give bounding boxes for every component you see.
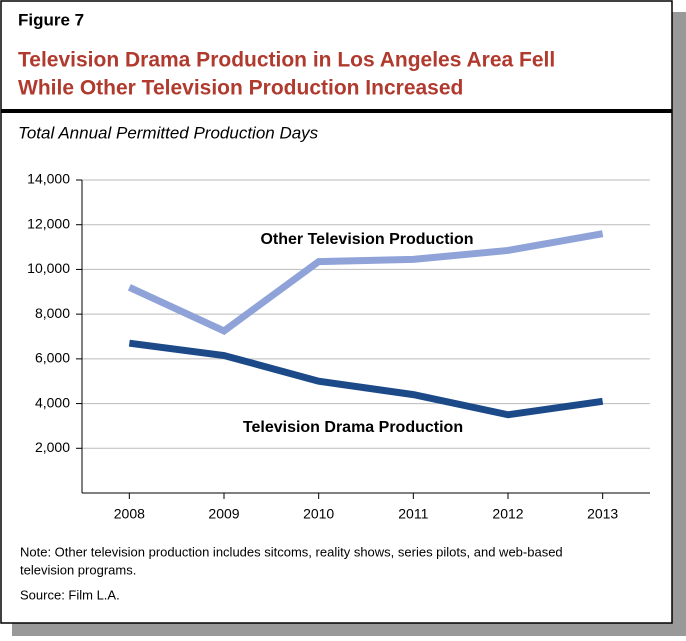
y-tick-label: 14,000 <box>27 171 70 187</box>
series-line <box>127 230 604 335</box>
x-tick-label: 2013 <box>587 506 618 522</box>
subtitle: Total Annual Permitted Production Days <box>18 123 319 142</box>
title: While Other Television Production Increa… <box>18 77 463 100</box>
figure-label: Figure 7 <box>18 10 84 29</box>
title: Television Drama Production in Los Angel… <box>18 49 555 72</box>
frame <box>0 0 673 624</box>
y-tick-label: 10,000 <box>27 260 70 276</box>
x-tick-label: 2009 <box>208 506 239 522</box>
divider <box>1 109 672 113</box>
series-label: Other Television Production <box>260 231 473 248</box>
y-tick-label: 6,000 <box>35 350 70 366</box>
note: television programs. <box>20 562 136 577</box>
source: Source: Film L.A. <box>20 587 120 602</box>
x-tick-label: 2010 <box>303 506 334 522</box>
y-tick-label: 2,000 <box>35 439 70 455</box>
x-tick-label: 2012 <box>492 506 523 522</box>
y-tick-label: 8,000 <box>35 305 70 321</box>
x-tick-label: 2008 <box>114 506 145 522</box>
y-tick-label: 4,000 <box>35 394 70 410</box>
y-tick-label: 12,000 <box>27 215 70 231</box>
x-tick-label: 2011 <box>398 506 428 522</box>
series-label: Television Drama Production <box>243 419 463 436</box>
note: Note: Other television production includ… <box>20 544 563 559</box>
series-line <box>128 339 604 419</box>
